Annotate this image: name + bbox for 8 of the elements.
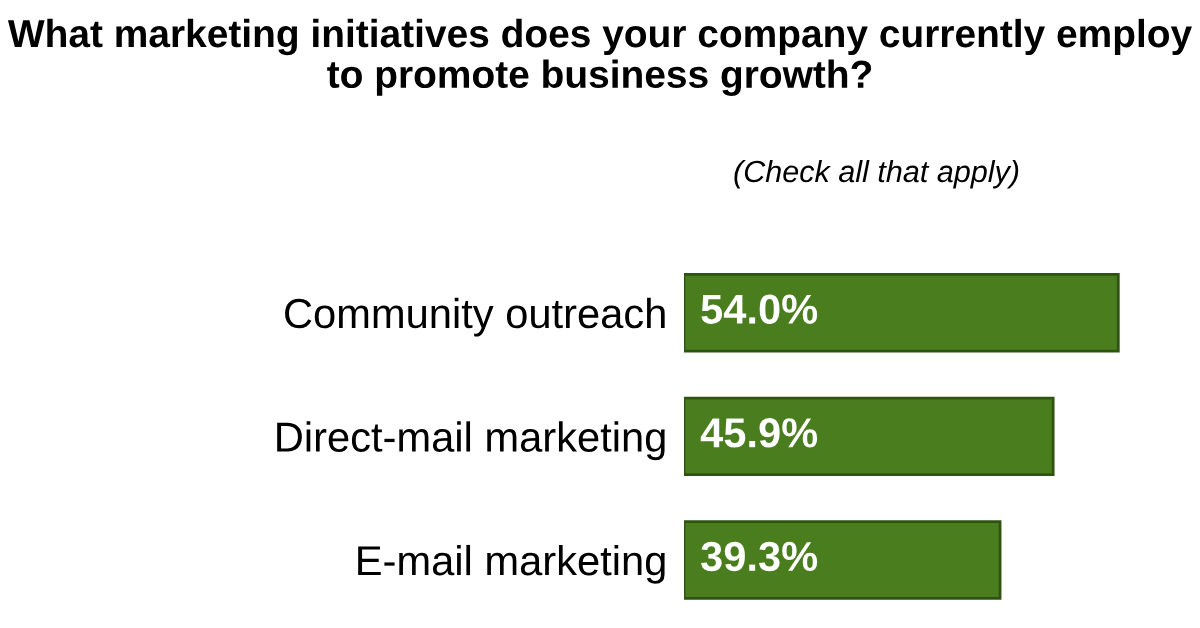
y-tick-label: E-mail marketing bbox=[358, 544, 665, 584]
chart-subtitle: (Check all that apply) bbox=[734, 159, 1019, 189]
data-label: 39.3% bbox=[701, 541, 818, 572]
data-label: 45.9% bbox=[700, 418, 818, 448]
y-tick-label: Community outreach bbox=[285, 297, 665, 337]
y-tick-label: Direct-mail marketing bbox=[277, 421, 665, 461]
chart-title: What marketing initiatives does your company currently employ to promote business growth? bbox=[7, 18, 1192, 96]
data-label: 54.0% bbox=[701, 294, 818, 324]
